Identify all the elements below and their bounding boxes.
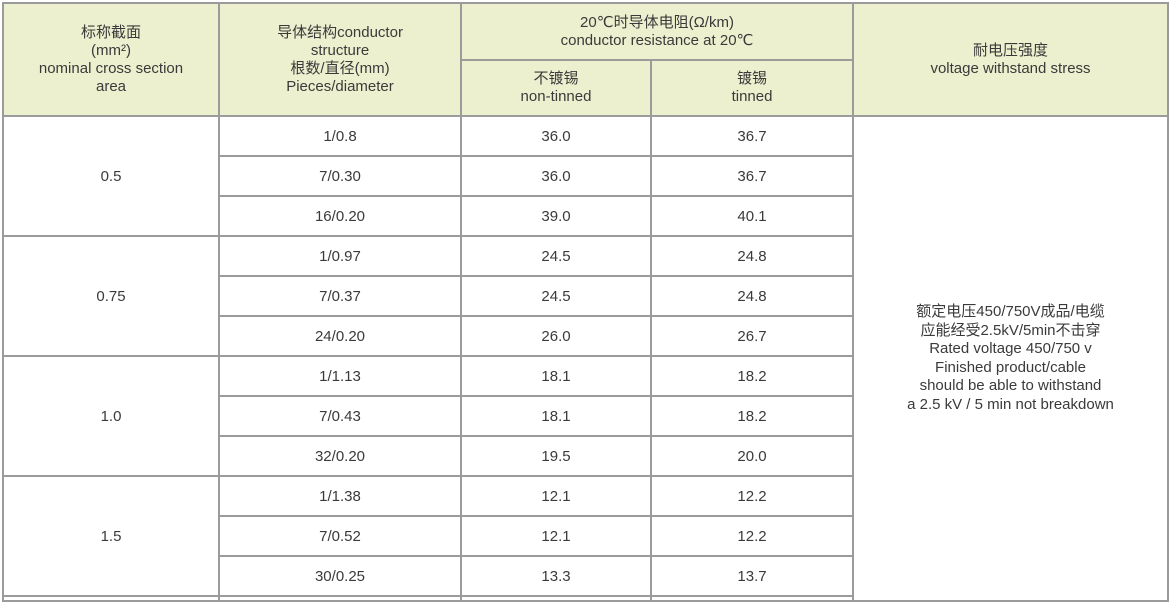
cell-structure: 1/1.13: [218, 355, 462, 397]
cell-tinned: 13.7: [650, 555, 854, 597]
cell-structure: 7/0.30: [218, 155, 462, 197]
header-line: voltage withstand stress: [930, 59, 1091, 77]
cell-empty: [218, 595, 462, 602]
cell-non-tinned: 19.5: [460, 435, 652, 477]
cell-empty: [650, 595, 854, 602]
cell-non-tinned: 12.1: [460, 515, 652, 557]
cell-non-tinned: 39.0: [460, 195, 652, 237]
cell-tinned: 40.1: [650, 195, 854, 237]
cell-tinned: 24.8: [650, 235, 854, 277]
table-row: 1.5 1/1.38 12.1 12.2: [2, 475, 1168, 597]
cell-structure: 1/1.38: [218, 475, 462, 517]
header-conductor-structure: 导体结构conductor structure 根数/直径(mm) Pieces…: [218, 2, 462, 117]
header-non-tinned: 不镀锡 non-tinned: [460, 59, 652, 117]
cell-area: 0.75: [2, 235, 220, 357]
table-row: 0.75 1/0.97 24.5 24.8: [2, 235, 1168, 357]
cell-tinned: 36.7: [650, 155, 854, 197]
header-line: nominal cross section: [38, 59, 184, 77]
cell-non-tinned: 18.1: [460, 395, 652, 437]
table-row: 7/0.37 24.5 24.8: [3, 275, 1168, 317]
header-tinned: 镀锡 tinned: [650, 59, 854, 117]
cell-non-tinned: 26.0: [460, 315, 652, 357]
header-line: non-tinned: [520, 88, 592, 105]
cell-area: 1.5: [2, 475, 220, 597]
cell-structure: 1/0.8: [218, 115, 462, 157]
header-nominal-cross-section: 标称截面 (mm²) nominal cross section area: [2, 2, 220, 117]
voltage-note-line: should be able to withstand: [919, 377, 1102, 394]
cell-structure: 32/0.20: [218, 435, 462, 477]
cell-empty: [2, 595, 220, 602]
cell-empty: [460, 595, 652, 602]
cell-structure: 30/0.25: [218, 555, 462, 597]
cell-tinned: 12.2: [650, 475, 854, 517]
header-line: 标称截面: [80, 23, 141, 41]
table-row: 16/0.20 39.0 40.1: [3, 195, 1168, 237]
cell-area: 0.5: [2, 115, 220, 237]
cell-structure: 7/0.37: [218, 275, 462, 317]
header-row-2: 不镀锡 non-tinned 镀锡 tinned: [3, 59, 1168, 117]
header-line: tinned: [731, 88, 773, 105]
cell-structure: 7/0.52: [218, 515, 462, 557]
header-row-1: 标称截面 (mm²) nominal cross section area 导体…: [2, 2, 1169, 117]
cell-structure: 16/0.20: [218, 195, 462, 237]
header-line: 20℃时导体电阻(Ω/km): [580, 13, 734, 31]
voltage-note-line: 额定电压450/750V成品/电缆: [916, 303, 1105, 320]
table-row: 7/0.30 36.0 36.7: [3, 155, 1168, 197]
cell-structure: 7/0.43: [218, 395, 462, 437]
table-row: 7/0.52 12.1 12.2: [3, 515, 1168, 557]
table-row: 0.5 1/0.8 36.0 36.7 额定电压450/750V成品/电缆 应能…: [2, 115, 1169, 602]
cell-structure: 24/0.20: [218, 315, 462, 357]
header-line: (mm²): [91, 41, 131, 59]
cell-non-tinned: 24.5: [460, 235, 652, 277]
header-line: 耐电压强度: [972, 41, 1048, 59]
cell-area: 1.0: [2, 355, 220, 477]
header-line: area: [95, 77, 127, 95]
header-line: conductor resistance at 20℃: [560, 31, 754, 49]
voltage-note-line: 应能经受2.5kV/5min不击穿: [920, 321, 1101, 339]
cell-non-tinned: 24.5: [460, 275, 652, 317]
cell-non-tinned: 36.0: [460, 155, 652, 197]
cell-tinned: 26.7: [650, 315, 854, 357]
cell-tinned: 18.2: [650, 355, 854, 397]
cell-tinned: 18.2: [650, 395, 854, 437]
header-line: Pieces/diameter: [286, 77, 394, 95]
table-row-partial: [2, 595, 1168, 602]
header-line: structure: [310, 41, 370, 59]
cell-non-tinned: 12.1: [460, 475, 652, 517]
cell-tinned: 24.8: [650, 275, 854, 317]
table-row: 32/0.20 19.5 20.0: [3, 435, 1168, 477]
cell-non-tinned: 18.1: [460, 355, 652, 397]
header-conductor-resistance: 20℃时导体电阻(Ω/km) conductor resistance at 2…: [460, 2, 854, 61]
table-row: 1.0 1/1.13 18.1 18.2: [2, 355, 1168, 477]
cell-structure: 1/0.97: [218, 235, 462, 277]
table-row: 30/0.25 13.3 13.7: [3, 555, 1168, 597]
header-line: 不镀锡: [533, 70, 579, 87]
header-voltage-withstand: 耐电压强度 voltage withstand stress: [852, 2, 1169, 117]
cell-non-tinned: 13.3: [460, 555, 652, 597]
voltage-note-line: a 2.5 kV / 5 min not breakdown: [907, 395, 1114, 413]
header-line: 镀锡: [736, 70, 767, 87]
header-line: 根数/直径(mm): [290, 59, 390, 77]
table-row: 7/0.43 18.1 18.2: [3, 395, 1168, 437]
cell-voltage-note: 额定电压450/750V成品/电缆 应能经受2.5kV/5min不击穿 Rate…: [852, 115, 1169, 602]
header-line: 导体结构conductor: [277, 23, 403, 41]
cell-tinned: 36.7: [650, 115, 854, 157]
voltage-note-line: Rated voltage 450/750 v: [929, 340, 1092, 357]
voltage-note-line: Finished product/cable: [935, 358, 1086, 376]
cell-tinned: 12.2: [650, 515, 854, 557]
cell-tinned: 20.0: [650, 435, 854, 477]
cell-non-tinned: 36.0: [460, 115, 652, 157]
table-row: 24/0.20 26.0 26.7: [3, 315, 1168, 357]
